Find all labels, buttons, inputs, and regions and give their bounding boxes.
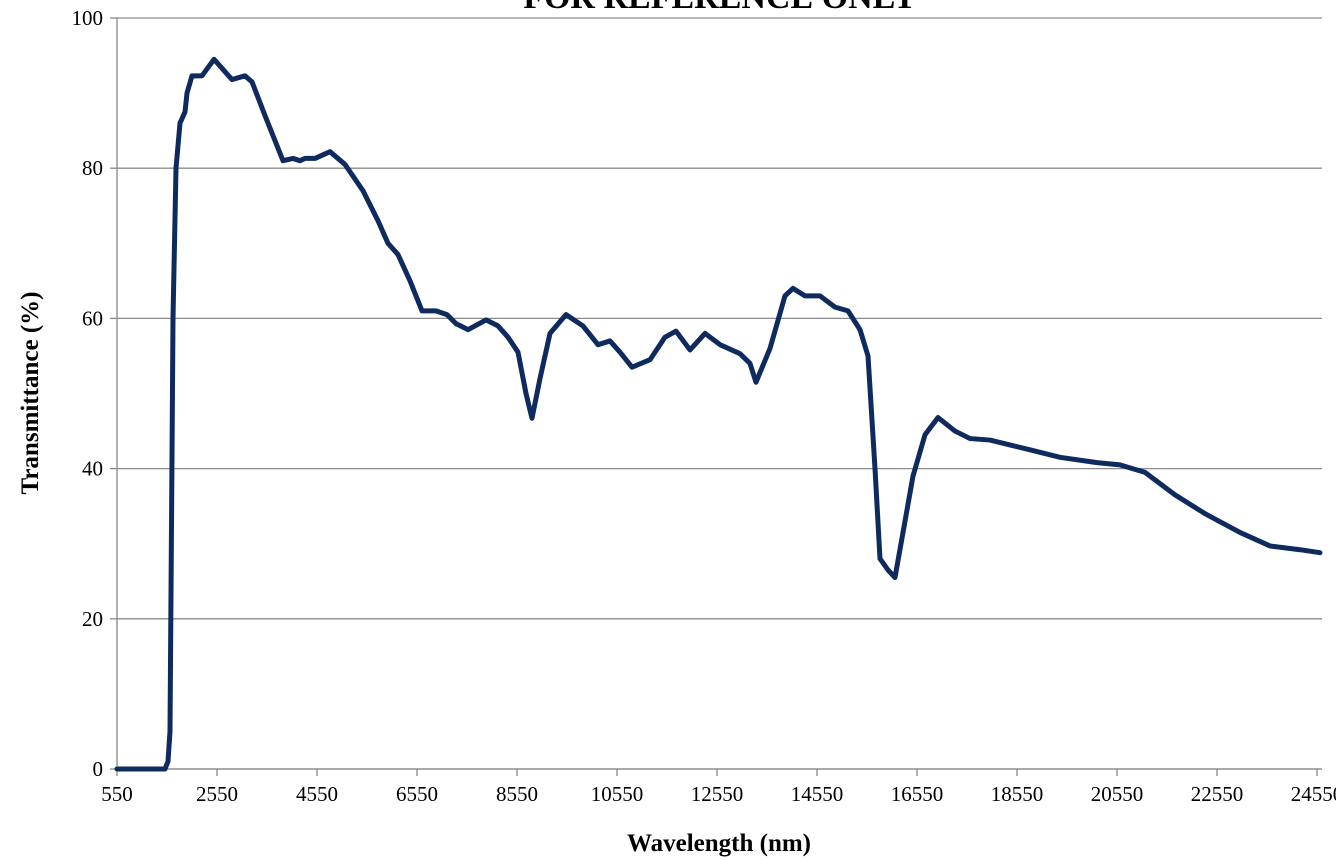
x-tick-label: 2550: [196, 782, 238, 806]
x-tick-label: 24550: [1291, 782, 1336, 806]
x-tick-label: 10550: [591, 782, 644, 806]
x-tick-label: 12550: [691, 782, 744, 806]
x-axis-title: Wavelength (nm): [627, 830, 811, 857]
y-tick-label: 40: [82, 457, 103, 481]
x-tick-label: 550: [101, 782, 133, 806]
x-tick-label: 16550: [891, 782, 944, 806]
y-tick-label: 60: [82, 306, 103, 330]
x-tick-label: 14550: [791, 782, 844, 806]
y-tick-label: 0: [93, 757, 104, 781]
data-line: [114, 56, 1323, 772]
y-axis-title: Transmittance (%): [17, 292, 44, 495]
chart-title: FOR REFERENCE ONLY: [523, 0, 917, 16]
y-tick-label: 80: [82, 156, 103, 180]
x-tick-label: 4550: [296, 782, 338, 806]
y-tick-label: 100: [72, 6, 104, 30]
x-tick-label: 20550: [1091, 782, 1144, 806]
x-tick-label: 22550: [1191, 782, 1244, 806]
x-tick-label: 18550: [991, 782, 1044, 806]
y-tick-label: 20: [82, 607, 103, 631]
x-tick-label: 8550: [496, 782, 538, 806]
x-tick-label: 6550: [396, 782, 438, 806]
